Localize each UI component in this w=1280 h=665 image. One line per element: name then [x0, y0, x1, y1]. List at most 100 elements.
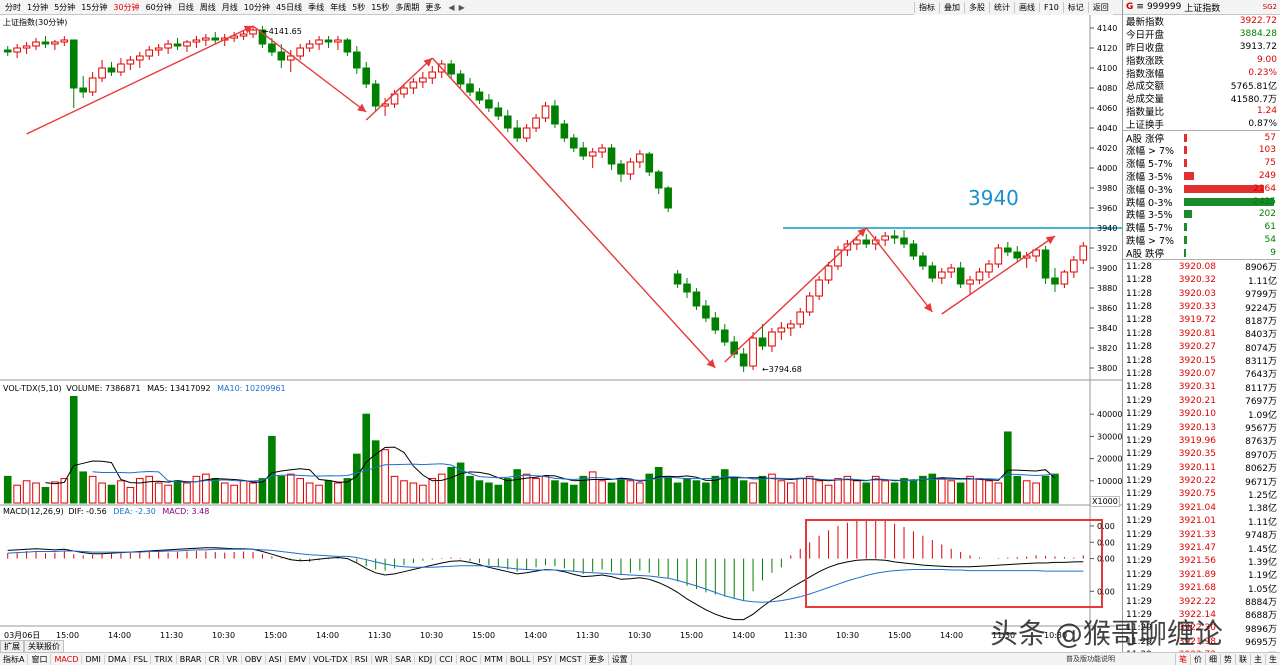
period-tab[interactable]: 60分钟 — [145, 2, 172, 12]
period-tab[interactable]: 45日线 — [275, 2, 303, 12]
indicator-tab[interactable]: ROC — [457, 654, 482, 664]
scroll-left-icon[interactable]: ◀ — [448, 2, 455, 12]
macd-tick: 0.00 — [1097, 522, 1115, 531]
quote-tab[interactable]: 主 — [1250, 653, 1265, 665]
period-tab[interactable]: 30分钟 — [113, 2, 140, 12]
indicator-tab[interactable]: CR — [206, 654, 224, 664]
indicator-tab[interactable]: VOL-TDX — [310, 654, 352, 664]
candle — [305, 40, 314, 52]
help-link[interactable]: 普及版功能说明 — [1066, 655, 1115, 663]
period-tab[interactable]: 季线 — [308, 2, 325, 12]
toolbar-button[interactable]: F10 — [1039, 3, 1063, 12]
breadth-row: 跌幅 0-3% 2425 — [1123, 195, 1280, 209]
indicator-tab[interactable]: WR — [372, 654, 393, 664]
period-tab[interactable]: 15秒 — [371, 2, 390, 12]
candle — [126, 56, 135, 70]
volume-bar — [258, 478, 267, 504]
indicator-tab[interactable]: PSY — [534, 654, 557, 664]
indicator-tab[interactable]: MCST — [556, 654, 586, 664]
period-tab[interactable]: 周线 — [199, 2, 216, 12]
indicator-tab[interactable]: MACD — [51, 654, 83, 664]
indicator-tab[interactable]: KDJ — [415, 654, 437, 664]
summary-value: 3922.72 — [1239, 16, 1277, 27]
side-tab[interactable]: 关联报价 — [24, 639, 64, 653]
candle — [41, 36, 50, 48]
tick-price: 3921.47 — [1178, 543, 1216, 554]
toolbar-button[interactable]: 叠加 — [939, 2, 964, 13]
period-tab[interactable]: 15分钟 — [81, 2, 108, 12]
period-tab[interactable]: 10分钟 — [243, 2, 270, 12]
toolbar-button[interactable]: 统计 — [989, 2, 1014, 13]
tick-volume: 8884万 — [1245, 598, 1277, 609]
period-tab[interactable]: 5秒 — [352, 2, 366, 12]
summary-value: 3884.28 — [1239, 29, 1277, 40]
toolbar-button[interactable]: 标记 — [1062, 2, 1088, 13]
quote-tab[interactable]: 笔 — [1175, 653, 1190, 665]
indicator-tab[interactable]: SAR — [392, 654, 416, 664]
indicator-tab[interactable]: 更多 — [586, 653, 609, 665]
period-tab[interactable]: 5分钟 — [54, 2, 76, 12]
indicator-tab[interactable]: DMI — [82, 654, 105, 664]
tick-volume: 8763万 — [1245, 437, 1277, 448]
quote-tab[interactable]: 细 — [1205, 653, 1220, 665]
toolbar-button[interactable]: 指标 — [914, 2, 939, 13]
indicator-tab[interactable]: BOLL — [507, 654, 535, 664]
volume-bar — [41, 486, 50, 504]
indicator-tab[interactable]: BRAR — [177, 654, 206, 664]
period-tab[interactable]: 更多 — [425, 2, 442, 12]
indicator-tab[interactable]: 设置 — [609, 653, 632, 665]
candle — [739, 348, 748, 372]
indicator-tab[interactable]: 窗口 — [28, 653, 52, 665]
indicator-tab[interactable]: TRIX — [151, 654, 177, 664]
quote-tab[interactable]: 价 — [1190, 653, 1205, 665]
period-tab[interactable]: 年线 — [330, 2, 347, 12]
indicator-tab[interactable]: ASI — [266, 654, 286, 664]
time-label: 11:30 — [576, 631, 599, 640]
period-tab[interactable]: 分时 — [5, 2, 21, 12]
indicator-tab[interactable]: VR — [224, 654, 242, 664]
volume-bar — [503, 478, 512, 504]
volume-bar — [305, 482, 314, 504]
indicator-tab[interactable]: FSL — [130, 654, 152, 664]
tick-time: 11:29 — [1126, 556, 1152, 567]
side-tab[interactable]: 扩展 — [0, 639, 24, 653]
candle — [928, 262, 937, 282]
indicator-tab[interactable]: OBV — [242, 654, 266, 664]
price-tick: 4080 — [1097, 84, 1117, 93]
quote-tab[interactable]: 联 — [1235, 653, 1250, 665]
menu-icon[interactable]: ≡ — [1136, 2, 1144, 12]
quote-tab[interactable]: 生 — [1265, 653, 1280, 665]
toolbar-button[interactable]: 多股 — [964, 2, 989, 13]
volume-bar — [107, 484, 116, 504]
candle — [881, 232, 889, 246]
toolbar-button[interactable]: 返回 — [1087, 2, 1113, 13]
tick-volume: 8688万 — [1245, 611, 1277, 622]
tick-volume: 9671万 — [1245, 477, 1277, 488]
scroll-right-icon[interactable]: ▶ — [458, 2, 465, 12]
period-tab[interactable]: 1分钟 — [27, 2, 49, 12]
indicator-tab[interactable]: RSI — [352, 654, 372, 664]
indicator-tab[interactable]: MTM — [481, 654, 507, 664]
candle — [409, 78, 418, 94]
trend-arrow — [26, 25, 254, 135]
indicator-tab[interactable]: 指标A — [0, 653, 29, 665]
indicator-tab[interactable]: DMA — [105, 654, 131, 664]
toolbar-button[interactable]: 画线 — [1014, 2, 1039, 13]
summary-label: 指数量比 — [1126, 106, 1165, 118]
chart-area[interactable]: 4140 4120 4100 4080 4060 4040 4020 4000 3980 3960… — [0, 0, 1122, 652]
candle — [541, 102, 550, 122]
period-tab[interactable]: 月线 — [221, 2, 238, 12]
badge-icon: G — [1126, 2, 1134, 12]
indicator-tab[interactable]: CCI — [436, 654, 457, 664]
tick-price: 3922.22 — [1178, 596, 1216, 607]
tick-volume: 7697万 — [1245, 397, 1277, 408]
period-tab[interactable]: 日线 — [177, 2, 194, 12]
period-tab[interactable]: 多周期 — [395, 2, 420, 12]
volume-bar — [645, 473, 654, 504]
tick-list[interactable]: 11:28 3920.08 8906万 11:28 3920.32 1.11亿 11:28 3… — [1123, 260, 1280, 662]
quote-tab[interactable]: 势 — [1220, 653, 1235, 665]
volume-bar — [400, 480, 408, 504]
tick-price: 3921.98 — [1178, 636, 1216, 647]
volume-bar — [664, 475, 672, 504]
indicator-tab[interactable]: EMV — [286, 654, 311, 664]
